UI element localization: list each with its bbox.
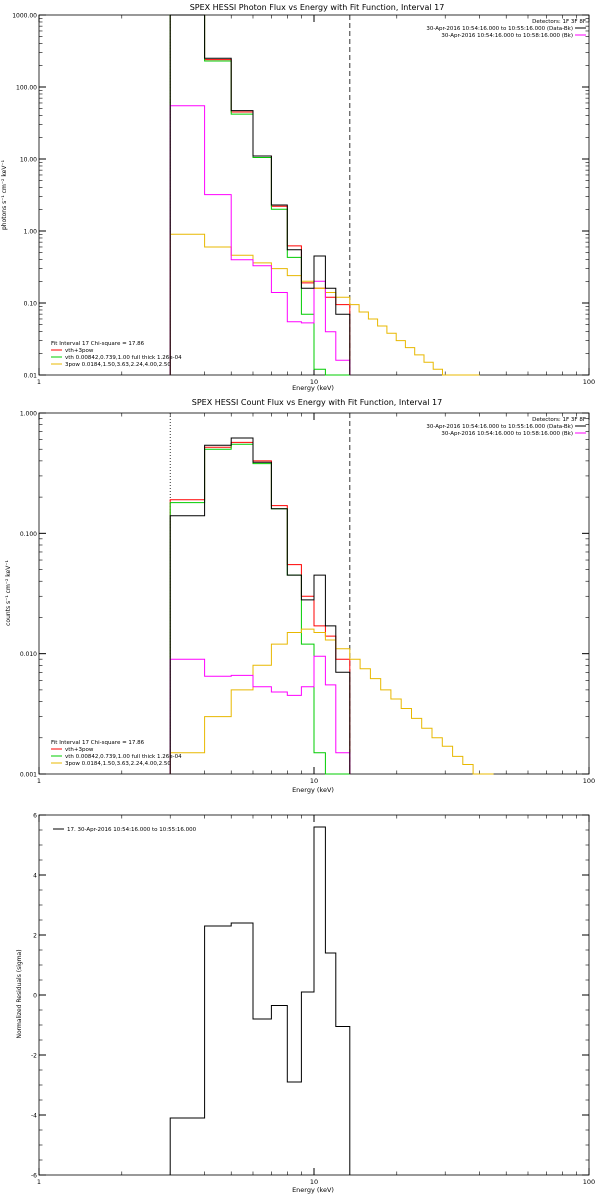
count-flux-series-background	[169, 655, 351, 774]
count-flux-ytick-label: 1.000	[20, 411, 37, 418]
count-flux-ytick-label: 0.001	[20, 772, 37, 779]
photon-flux-legend-detectors: Detectors: 1F 3F 8F	[532, 19, 586, 25]
photon-flux-xlabel: Energy (keV)	[292, 384, 334, 392]
photon-flux-ylabel: photons s⁻¹ cm⁻² keV⁻¹	[1, 159, 8, 230]
count-flux-xtick-label: 10	[310, 777, 318, 785]
photon-flux-ytick-label: 0.10	[24, 301, 38, 308]
residuals-ylabel: Normalized Residuals (sigma)	[16, 949, 23, 1038]
photon-flux-legend-fit-header: Fit Interval 17 Chi-square = 17.86	[51, 341, 145, 347]
photon-flux-legend-item: 3pow 0.0184,1.50,3.63,2.24,4.00,2.50	[65, 362, 171, 368]
photon-flux-ytick-label: 10.00	[20, 157, 37, 164]
count-flux-series-total	[169, 441, 351, 774]
residuals-xtick-label: 10	[310, 1178, 318, 1186]
residuals-xtick-label: 100	[583, 1178, 595, 1186]
count-flux-title: SPEX HESSI Count Flux vs Energy with Fit…	[192, 398, 443, 407]
photon-flux-ytick-label: 1.00	[24, 229, 38, 236]
photon-flux-panel: SPEX HESSI Photon Flux vs Energy with Fi…	[1, 3, 595, 392]
count-flux-series-pow	[169, 628, 494, 775]
residuals-ytick-label: -6	[31, 1173, 37, 1180]
photon-flux-series-data	[169, 14, 351, 375]
count-flux-ytick-label: 0.100	[20, 531, 37, 538]
photon-flux-series-pow	[169, 233, 480, 376]
count-flux-ytick-label: 0.010	[20, 651, 37, 658]
photon-flux-legend-item: 30-Apr-2016 10:54:16.000 to 10:58:16.000…	[441, 33, 573, 39]
count-flux-legend-item: 3pow 0.0184,1.50,3.63,2.24,4.00,2.50	[65, 761, 171, 767]
photon-flux-series-total	[169, 14, 351, 375]
count-flux-legend-item: vth 0.00842,0.739,1.00 full thick 1.26e-…	[65, 754, 182, 760]
residuals-ytick-label: -4	[31, 1113, 37, 1120]
photon-flux-series-vth	[169, 14, 350, 376]
residuals-xtick-label: 1	[37, 1178, 41, 1186]
residuals-ytick-label: 2	[33, 933, 37, 940]
count-flux-series-data	[169, 437, 351, 774]
count-flux-legend-detectors: Detectors: 1F 3F 8F	[532, 417, 586, 423]
photon-flux-series-background	[169, 105, 351, 375]
photon-flux-xtick-label: 1	[37, 378, 41, 386]
residuals-panel: Energy (keV) Normalized Residuals (sigma…	[16, 813, 595, 1195]
count-flux-legend-fit-header: Fit Interval 17 Chi-square = 17.86	[51, 740, 145, 746]
photon-flux-ytick-label: 100.00	[16, 85, 37, 92]
count-flux-xtick-label: 100	[583, 777, 595, 785]
photon-flux-xtick-label: 10	[310, 378, 318, 386]
residuals-legend-item: 17. 30-Apr-2016 10:54:16.000 to 10:55:16…	[67, 827, 197, 833]
residuals-ytick-label: 6	[33, 813, 37, 820]
count-flux-legend-item: vth+3pow	[65, 747, 94, 753]
photon-flux-legend-item: 30-Apr-2016 10:54:16.000 to 10:55:16.000…	[426, 26, 573, 32]
photon-flux-xtick-label: 100	[583, 378, 595, 386]
count-flux-panel: SPEX HESSI Count Flux vs Energy with Fit…	[5, 398, 595, 794]
photon-flux-ytick-label: 1000.00	[12, 13, 37, 20]
count-flux-series-vth	[169, 443, 350, 775]
residuals-series-data	[169, 826, 351, 1175]
photon-flux-legend-item: vth+3pow	[65, 348, 94, 354]
residuals-ytick-label: 0	[33, 993, 37, 1000]
count-flux-legend-item: 30-Apr-2016 10:54:16.000 to 10:58:16.000…	[441, 431, 573, 437]
residuals-xlabel: Energy (keV)	[292, 1186, 334, 1194]
residuals-ytick-label: 4	[33, 873, 37, 880]
count-flux-legend-item: 30-Apr-2016 10:54:16.000 to 10:55:16.000…	[426, 424, 573, 430]
count-flux-xlabel: Energy (keV)	[292, 786, 334, 794]
count-flux-xtick-label: 1	[37, 777, 41, 785]
photon-flux-ytick-label: 0.01	[24, 373, 38, 380]
photon-flux-legend-item: vth 0.00842,0.739,1.00 full thick 1.26e-…	[65, 355, 182, 361]
residuals-ytick-label: -2	[31, 1053, 37, 1060]
count-flux-ylabel: counts s⁻¹ cm⁻² keV⁻¹	[5, 560, 12, 626]
photon-flux-title: SPEX HESSI Photon Flux vs Energy with Fi…	[190, 3, 445, 12]
